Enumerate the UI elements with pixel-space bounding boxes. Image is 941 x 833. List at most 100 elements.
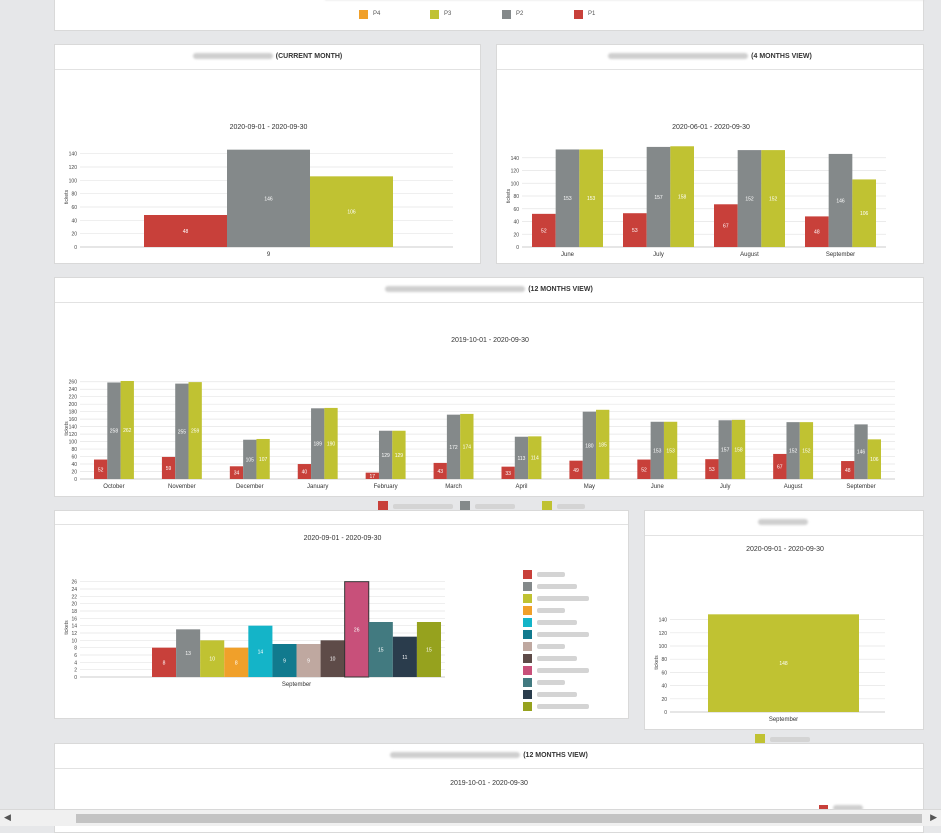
bar (365, 472, 379, 479)
y-tick-label: 200 (69, 402, 78, 408)
x-tick-label: September (769, 717, 798, 723)
bar (786, 422, 800, 479)
data-label: 15 (378, 648, 384, 654)
y-tick-label: 12 (71, 631, 77, 637)
data-label: 53 (709, 467, 715, 473)
bar (229, 466, 244, 479)
bar (579, 149, 603, 247)
legend-swatch (755, 734, 765, 744)
bar (852, 179, 876, 247)
data-label: 153 (563, 196, 572, 202)
y-tick-label: 40 (661, 684, 667, 690)
y-tick-label: 20 (71, 470, 77, 476)
data-label: 106 (347, 210, 356, 216)
legend-swatch (359, 10, 368, 19)
y-tick-label: 2 (74, 668, 77, 674)
y-tick-label: 26 (71, 580, 77, 586)
bar (854, 424, 868, 479)
legend-label-placeholder (393, 504, 453, 509)
legend-swatch (574, 10, 583, 19)
bar (650, 421, 664, 479)
bar (344, 581, 370, 678)
data-label: 43 (437, 469, 443, 475)
bar (378, 430, 393, 479)
y-tick-label: 140 (69, 152, 78, 158)
scroll-right-arrow-icon[interactable]: ▶ (930, 812, 937, 822)
data-label: 13 (185, 651, 191, 657)
x-tick-label: August (740, 252, 759, 258)
y-tick-label: 40 (71, 462, 77, 468)
y-tick-label: 0 (664, 710, 667, 716)
y-tick-label: 140 (511, 156, 520, 162)
data-label: 172 (449, 445, 458, 451)
bar (708, 614, 859, 712)
legend-swatch (430, 10, 439, 19)
data-label: 52 (641, 467, 647, 473)
bar (646, 146, 671, 247)
data-label: 189 (314, 442, 323, 448)
y-tick-label: 40 (71, 218, 77, 224)
y-tick-label: 140 (659, 618, 668, 624)
legend-label: P4 (373, 11, 381, 17)
data-label: 14 (258, 649, 264, 655)
twelve-months-panel: (12 MONTHS VIEW) 2019-10-01 - 2020-09-30… (54, 277, 924, 511)
legend-label: P2 (516, 11, 524, 17)
y-tick-label: 180 (69, 410, 78, 416)
single-series-chart: 2020-09-01 - 2020-09-30 0 20 40 60 80 100 120 14… (654, 546, 885, 744)
data-label: 262 (123, 428, 132, 434)
data-label: 148 (779, 661, 788, 667)
x-tick-label: April (515, 484, 527, 490)
data-label: 113 (517, 456, 525, 462)
twelve-months-chart: 2019-10-01 - 2020-09-3002040608010012014… (64, 337, 895, 511)
bar (532, 213, 556, 247)
data-label: 105 (246, 457, 255, 463)
panel-title: (12 MONTHS VIEW) (55, 744, 923, 769)
y-tick-label: 4 (74, 660, 77, 666)
y-tick-label: 18 (71, 609, 77, 615)
x-tick-label: July (653, 252, 664, 258)
y-tick-label: 0 (74, 477, 77, 483)
y-axis-label: tickets (64, 620, 70, 635)
legend-label-placeholder (537, 656, 577, 661)
data-label: 180 (585, 443, 594, 449)
bar (176, 629, 201, 677)
scroll-left-arrow-icon[interactable]: ◀ (4, 812, 11, 822)
y-tick-label: 260 (69, 380, 78, 386)
data-label: 157 (721, 448, 730, 454)
bar (433, 462, 447, 479)
category-chart: 2020-09-01 - 2020-09-3002468101214161820… (64, 535, 589, 711)
legend-label: P1 (588, 11, 596, 17)
bar (227, 149, 310, 247)
bar (446, 414, 461, 479)
bar (107, 382, 121, 479)
bar (569, 460, 583, 479)
y-tick-label: 0 (74, 245, 77, 251)
data-label: 17 (370, 474, 376, 480)
y-tick-label: 0 (516, 245, 519, 251)
x-tick-label: May (584, 484, 595, 490)
y-tick-label: 80 (513, 194, 519, 200)
chart-subtitle: 2019-10-01 - 2020-09-30 (451, 337, 529, 344)
legend-swatch (523, 606, 532, 615)
bar (460, 413, 474, 479)
panel-title (55, 511, 628, 525)
x-tick-label: June (561, 252, 575, 258)
scrollbar-thumb[interactable] (76, 814, 922, 823)
horizontal-scrollbar[interactable]: ◀ ▶ (0, 809, 941, 826)
x-tick-label: December (236, 484, 264, 490)
bar (256, 438, 270, 479)
bar (248, 625, 273, 677)
legend-swatch (523, 702, 532, 711)
y-tick-label: 60 (513, 207, 519, 213)
data-label: 10 (209, 657, 215, 663)
y-tick-label: 220 (69, 395, 78, 401)
data-label: 158 (678, 195, 687, 201)
data-label: 53 (632, 228, 638, 234)
legend-swatch (523, 654, 532, 663)
bar (805, 216, 829, 247)
y-tick-label: 16 (71, 616, 77, 622)
panel-title: (CURRENT MONTH) (55, 45, 480, 70)
y-tick-label: 100 (69, 178, 78, 184)
data-label: 185 (599, 442, 608, 448)
legend-swatch (523, 618, 532, 627)
